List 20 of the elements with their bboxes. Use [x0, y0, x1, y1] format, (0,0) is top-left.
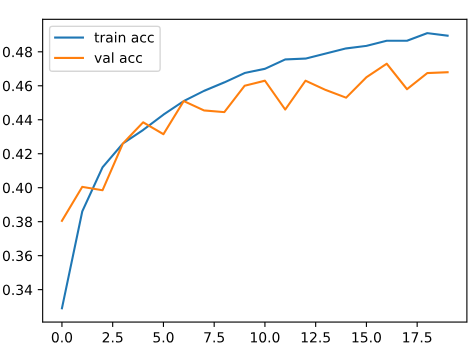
- x-tick-label: 2.5: [102, 332, 123, 343]
- x-tick-label: 5.0: [153, 332, 174, 343]
- x-tick-label: 10.0: [250, 332, 280, 343]
- y-tick-label: 0.40: [2, 182, 32, 194]
- y-tick-label: 0.34: [2, 284, 32, 296]
- legend-label: val acc: [94, 52, 142, 63]
- y-tick-label: 0.42: [2, 148, 32, 160]
- y-tick-label: 0.46: [2, 80, 32, 92]
- x-tick-label: 0.0: [52, 332, 72, 343]
- y-tick-label: 0.44: [2, 114, 32, 126]
- x-tick-label: 12.5: [302, 332, 330, 343]
- y-tick-label: 0.38: [2, 216, 32, 228]
- x-tick-label: 17.5: [403, 332, 432, 343]
- y-tick-label: 0.36: [2, 250, 32, 262]
- x-tick-label: 7.5: [204, 332, 224, 343]
- legend-label: train acc: [94, 32, 154, 43]
- y-tick-label: 0.48: [2, 46, 32, 58]
- line-series: [60, 32, 449, 310]
- x-tick-label: 15.0: [352, 332, 381, 343]
- line-series: [60, 62, 449, 222]
